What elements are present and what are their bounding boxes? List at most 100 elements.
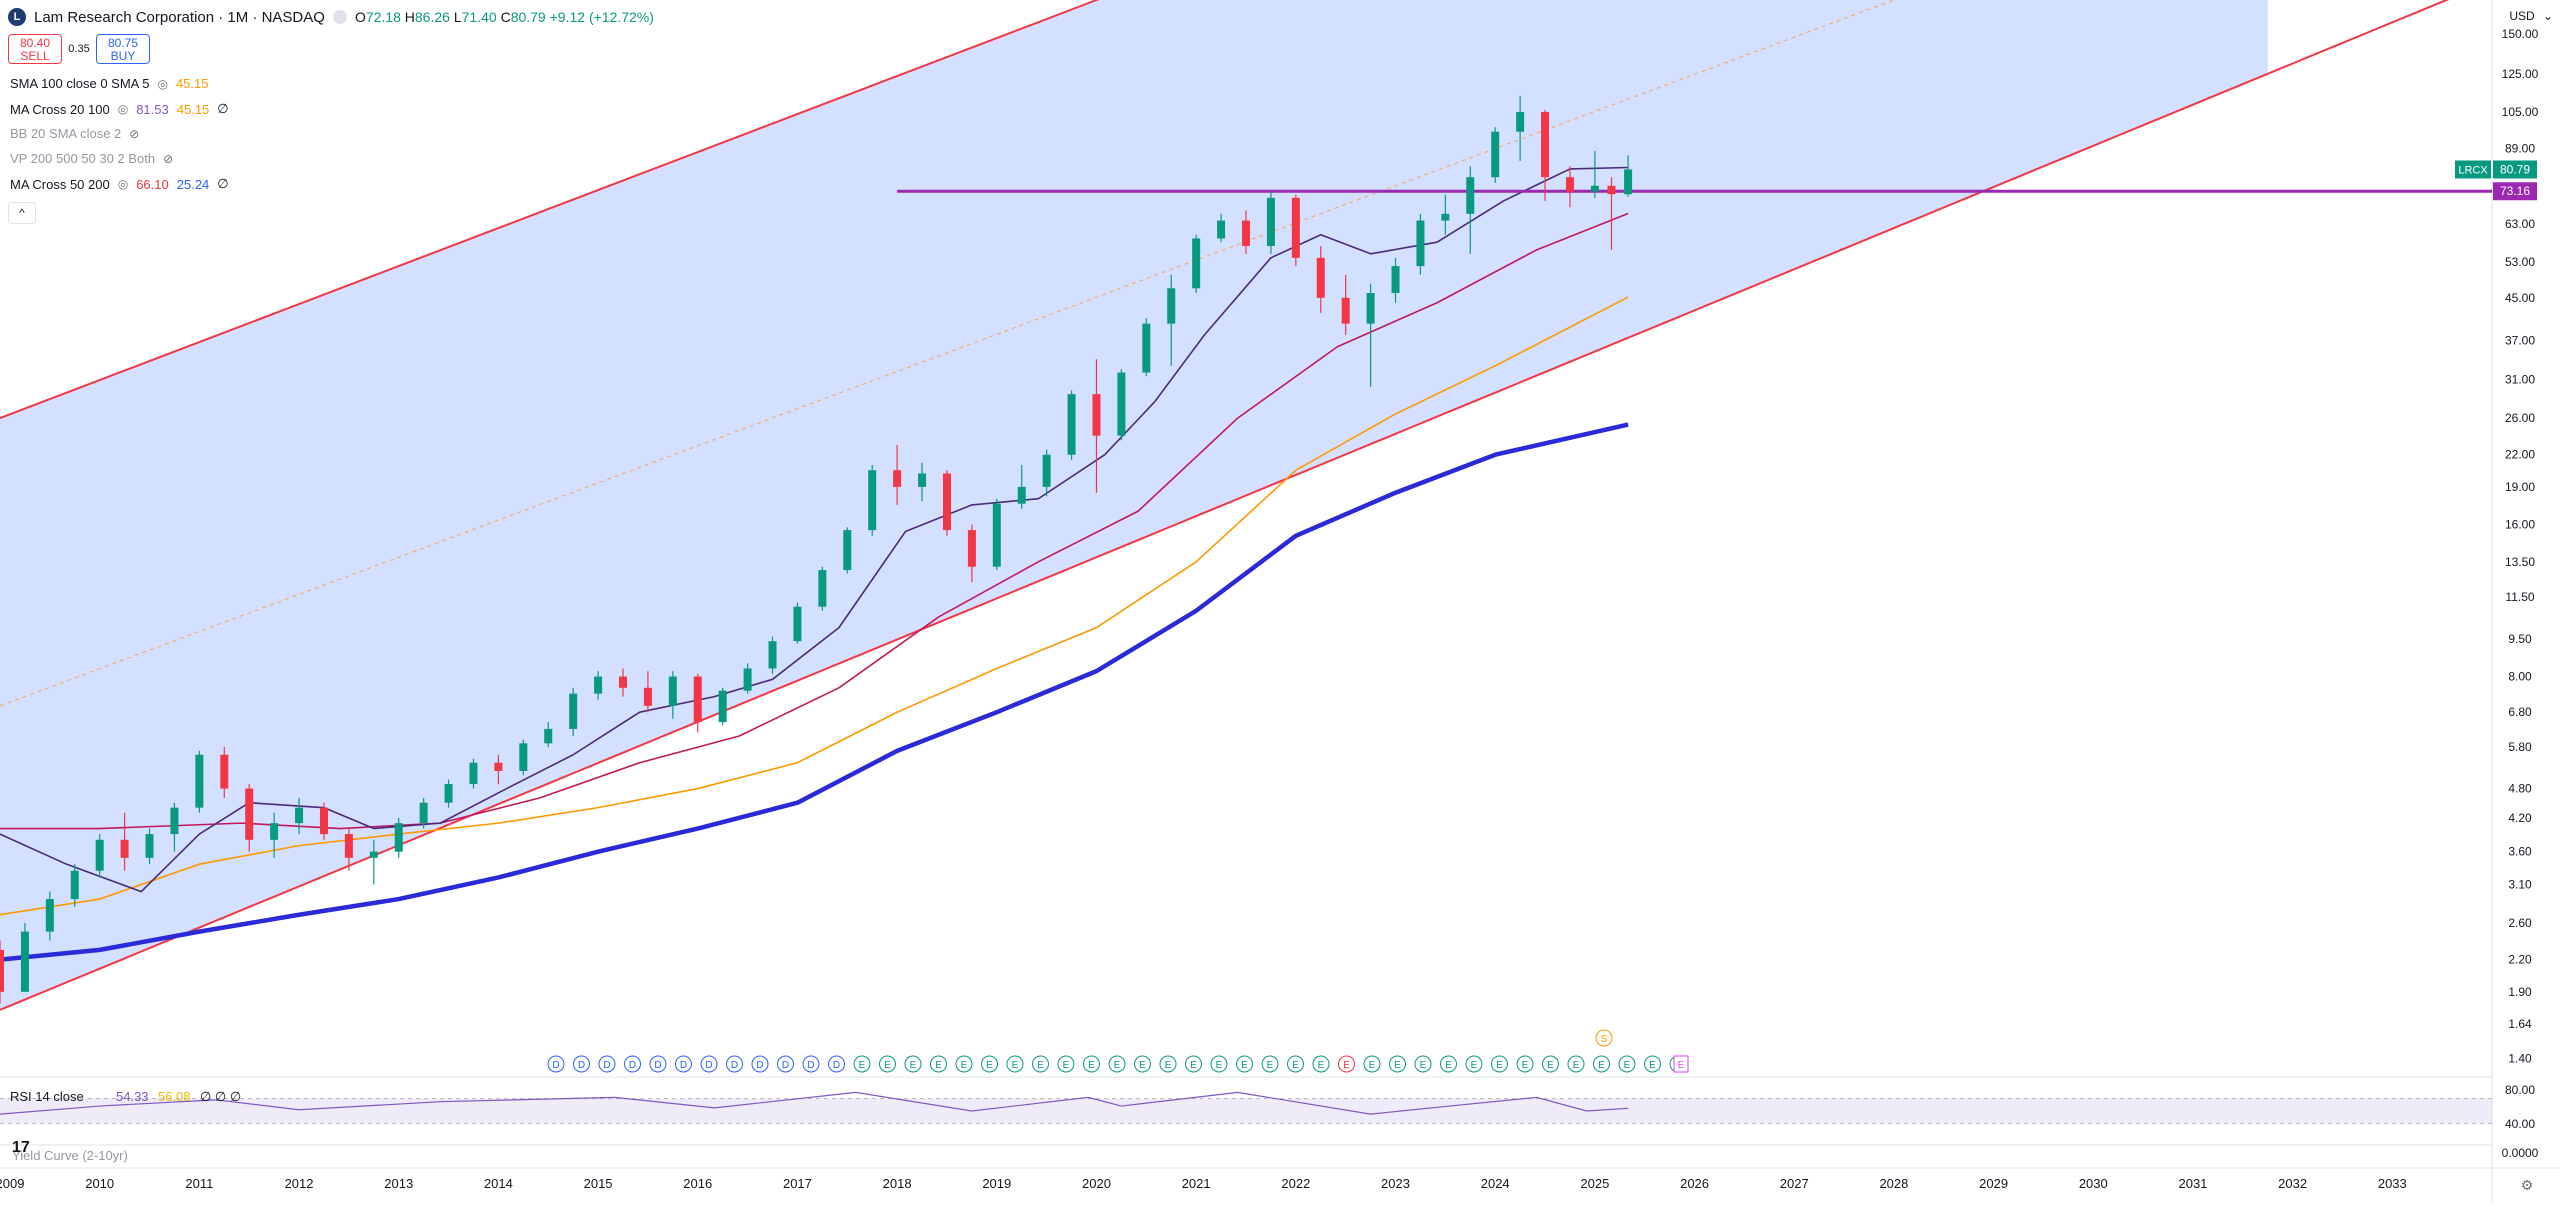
channel-lower-line[interactable] xyxy=(0,0,2492,1011)
earnings-marker[interactable] xyxy=(1210,1055,1228,1073)
dividend-marker[interactable] xyxy=(624,1055,641,1073)
currency-label[interactable]: USD xyxy=(2509,9,2535,23)
earnings-marker[interactable] xyxy=(879,1055,896,1073)
dividend-marker[interactable] xyxy=(777,1055,794,1073)
earnings-marker[interactable] xyxy=(1363,1055,1381,1073)
earnings-marker[interactable] xyxy=(981,1055,998,1073)
candle[interactable] xyxy=(120,839,129,858)
candle[interactable] xyxy=(992,503,1001,567)
market-status-icon[interactable] xyxy=(332,10,347,24)
dividend-marker[interactable] xyxy=(726,1055,743,1073)
dividend-marker[interactable] xyxy=(700,1055,718,1073)
candle[interactable] xyxy=(868,470,877,531)
candle[interactable] xyxy=(718,690,727,723)
candle[interactable] xyxy=(1167,288,1176,324)
indicator-row[interactable]: VP 200 500 50 30 2 Both ⊘ xyxy=(10,151,173,166)
candle[interactable] xyxy=(444,784,453,803)
candle[interactable] xyxy=(918,473,927,487)
candle[interactable] xyxy=(1142,323,1151,373)
earnings-marker[interactable] xyxy=(1491,1055,1508,1073)
dividend-marker[interactable] xyxy=(547,1055,565,1073)
sma-100-line[interactable] xyxy=(0,296,1629,916)
candle[interactable] xyxy=(1242,220,1250,246)
channel-upper-line[interactable] xyxy=(0,0,1321,420)
dividend-marker[interactable] xyxy=(573,1055,590,1073)
indicator-row[interactable]: MA Cross 20 100 ◎ 81.53 45.15 ∅ xyxy=(10,101,229,117)
rsi-line[interactable] xyxy=(0,1091,1629,1115)
earnings-marker[interactable] xyxy=(853,1055,871,1073)
earnings-marker[interactable] xyxy=(1134,1055,1151,1073)
candle[interactable] xyxy=(1067,394,1076,455)
candle[interactable] xyxy=(893,470,902,487)
yield-curve-label[interactable]: Yield Curve (2-10yr) xyxy=(12,1148,128,1163)
candle[interactable] xyxy=(1624,169,1633,195)
earnings-marker[interactable] xyxy=(1567,1055,1585,1073)
earnings-marker[interactable] xyxy=(1465,1055,1483,1073)
candle[interactable] xyxy=(195,754,204,808)
candle[interactable] xyxy=(1217,220,1226,239)
candle[interactable] xyxy=(1316,257,1325,298)
candle[interactable] xyxy=(419,802,428,824)
earnings-marker[interactable] xyxy=(904,1055,922,1073)
candle[interactable] xyxy=(369,851,378,858)
candle[interactable] xyxy=(95,839,104,871)
earnings-marker[interactable] xyxy=(1159,1055,1177,1073)
rsi-label[interactable]: RSI 14 close xyxy=(10,1089,84,1104)
candle[interactable] xyxy=(743,668,752,691)
candle[interactable] xyxy=(693,676,702,723)
candle[interactable] xyxy=(1441,213,1450,221)
earnings-marker[interactable] xyxy=(1287,1055,1304,1073)
earnings-marker[interactable] xyxy=(1516,1055,1534,1073)
candle[interactable] xyxy=(70,870,79,900)
symbol-title[interactable]: Lam Research Corporation · 1M · NASDAQ xyxy=(34,8,325,26)
earnings-marker[interactable] xyxy=(930,1055,947,1073)
dividend-marker[interactable] xyxy=(649,1055,667,1073)
earnings-marker[interactable] xyxy=(1108,1055,1126,1073)
candle[interactable] xyxy=(1017,486,1026,504)
candle[interactable] xyxy=(668,676,677,706)
candle[interactable] xyxy=(768,641,777,669)
dividend-marker[interactable] xyxy=(598,1055,616,1073)
dividend-marker[interactable] xyxy=(828,1055,845,1073)
candle[interactable] xyxy=(1565,177,1574,192)
candle[interactable] xyxy=(245,788,254,840)
ma-200-line[interactable] xyxy=(0,422,1629,962)
upcoming-earnings-marker[interactable] xyxy=(1673,1055,1689,1073)
earnings-marker[interactable] xyxy=(1440,1055,1457,1073)
candle[interactable] xyxy=(843,530,852,571)
candle[interactable] xyxy=(1042,454,1051,487)
earnings-marker[interactable] xyxy=(1644,1055,1661,1073)
candle[interactable] xyxy=(45,899,54,932)
earnings-marker[interactable] xyxy=(1414,1055,1432,1073)
candle[interactable] xyxy=(1291,197,1300,258)
candle[interactable] xyxy=(1416,220,1425,267)
candle[interactable] xyxy=(145,834,154,858)
earnings-marker[interactable] xyxy=(1261,1055,1279,1073)
candle[interactable] xyxy=(967,530,976,567)
candle[interactable] xyxy=(793,606,802,642)
settings-icon[interactable]: ◎ xyxy=(157,76,168,91)
collapse-legend-button[interactable]: ^ xyxy=(8,202,36,224)
earnings-marker[interactable] xyxy=(955,1055,973,1073)
earnings-marker[interactable] xyxy=(1032,1055,1049,1073)
candle[interactable] xyxy=(594,676,603,694)
hidden-eye-icon[interactable]: ⊘ xyxy=(129,126,140,141)
candle[interactable] xyxy=(20,931,29,992)
settings-icon[interactable]: ◎ xyxy=(117,177,129,191)
candle[interactable] xyxy=(643,687,652,706)
dividend-marker[interactable] xyxy=(802,1055,820,1073)
candle[interactable] xyxy=(1366,292,1375,324)
indicator-row[interactable]: BB 20 SMA close 2 ⊘ xyxy=(10,126,139,141)
candle[interactable] xyxy=(295,807,304,824)
candle[interactable] xyxy=(1092,394,1101,436)
candle[interactable] xyxy=(0,949,4,992)
earnings-marker[interactable] xyxy=(1593,1055,1610,1073)
earnings-marker[interactable] xyxy=(1312,1055,1330,1073)
candle[interactable] xyxy=(942,473,951,531)
indicator-row[interactable]: SMA 100 close 0 SMA 5 ◎ 45.15 xyxy=(10,76,209,91)
settings-icon[interactable]: ◎ xyxy=(117,102,129,116)
candle[interactable] xyxy=(344,834,353,858)
candle[interactable] xyxy=(1590,185,1599,192)
candle[interactable] xyxy=(569,693,578,729)
